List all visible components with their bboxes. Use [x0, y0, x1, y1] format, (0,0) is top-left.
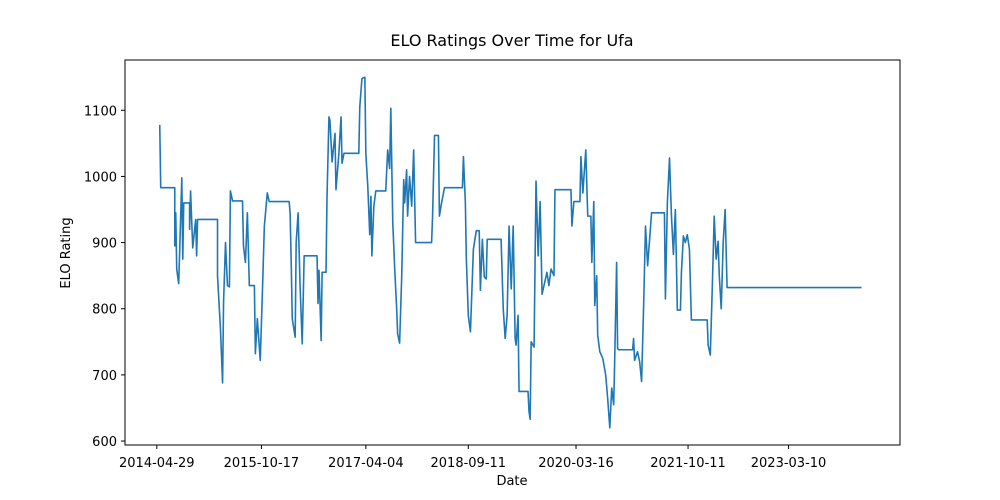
- elo-line: [158, 76, 862, 429]
- y-axis-label: ELO Rating: [59, 217, 74, 288]
- x-tick-label: 2018-09-11: [431, 456, 507, 471]
- x-tick-label: 2015-10-17: [224, 456, 300, 471]
- y-tick-label: 700: [92, 369, 117, 384]
- y-tick-label: 900: [92, 237, 117, 252]
- y-tick-label: 600: [92, 435, 117, 450]
- y-tick-label: 1000: [84, 170, 117, 185]
- x-tick-label: 2021-10-11: [650, 456, 726, 471]
- x-tick-label: 2020-03-16: [538, 456, 614, 471]
- chart-title: ELO Ratings Over Time for Ufa: [390, 31, 633, 50]
- axes-frame: [124, 59, 901, 446]
- y-tick-label: 800: [92, 303, 117, 318]
- x-tick-label: 2023-03-10: [751, 456, 827, 471]
- plot-area: [158, 76, 862, 429]
- x-tick-label: 2017-04-04: [328, 456, 404, 471]
- y-tick-label: 1100: [84, 104, 117, 119]
- x-axis-label: Date: [496, 474, 527, 489]
- x-tick-label: 2014-04-29: [119, 456, 195, 471]
